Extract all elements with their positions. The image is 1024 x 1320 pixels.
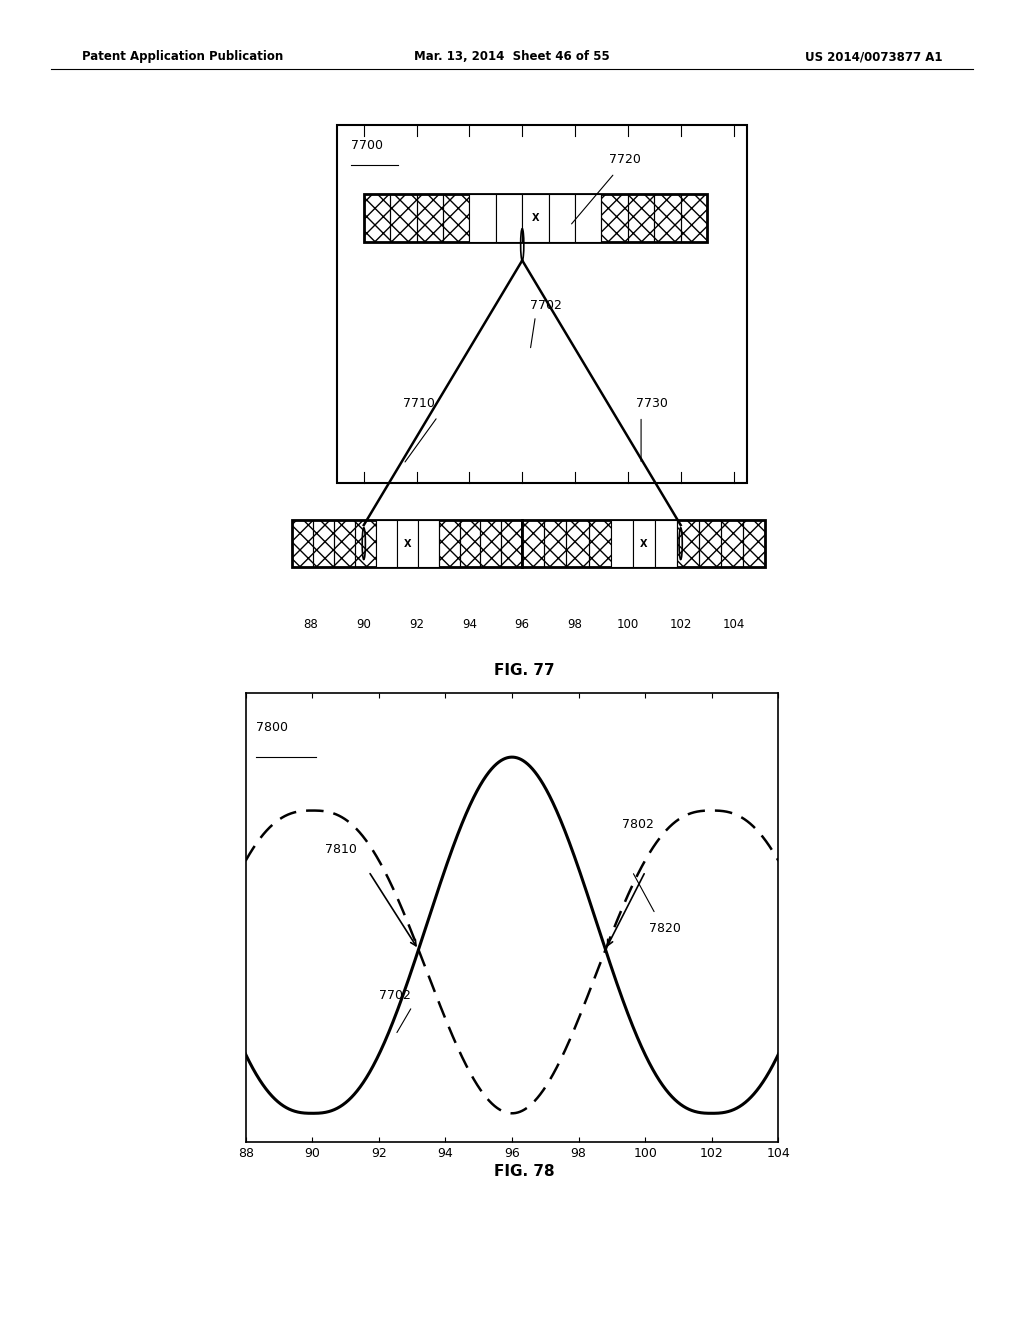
Bar xyxy=(633,520,654,568)
Bar xyxy=(293,520,522,568)
Bar xyxy=(545,520,566,568)
Text: 102: 102 xyxy=(670,618,692,631)
Text: 7710: 7710 xyxy=(403,397,435,409)
Bar xyxy=(364,194,708,242)
Text: 104: 104 xyxy=(722,618,744,631)
Text: FIG. 78: FIG. 78 xyxy=(494,1164,555,1179)
Text: Patent Application Publication: Patent Application Publication xyxy=(82,50,284,63)
Text: X: X xyxy=(403,539,411,549)
Bar xyxy=(743,520,765,568)
Text: 94: 94 xyxy=(462,618,477,631)
Bar xyxy=(654,520,677,568)
Bar xyxy=(681,194,708,242)
Bar xyxy=(589,520,610,568)
Bar xyxy=(496,194,522,242)
Text: 7730: 7730 xyxy=(636,397,668,409)
Text: 96: 96 xyxy=(515,618,529,631)
Bar xyxy=(418,520,438,568)
Bar xyxy=(502,520,522,568)
Text: 7700: 7700 xyxy=(350,139,383,152)
Bar xyxy=(460,520,480,568)
Text: 88: 88 xyxy=(303,618,318,631)
Bar xyxy=(522,194,549,242)
Text: Mar. 13, 2014  Sheet 46 of 55: Mar. 13, 2014 Sheet 46 of 55 xyxy=(414,50,610,63)
Bar xyxy=(480,520,502,568)
Text: 7800: 7800 xyxy=(256,722,288,734)
Bar xyxy=(721,520,743,568)
Text: 100: 100 xyxy=(616,618,639,631)
Text: 7720: 7720 xyxy=(609,153,641,166)
Bar xyxy=(575,194,601,242)
Bar xyxy=(566,520,589,568)
Bar xyxy=(364,194,390,242)
Bar xyxy=(654,194,681,242)
Text: 90: 90 xyxy=(356,618,372,631)
Bar xyxy=(293,520,313,568)
Bar xyxy=(522,520,765,568)
Text: 7702: 7702 xyxy=(530,298,562,312)
Bar xyxy=(376,520,397,568)
Text: US 2014/0073877 A1: US 2014/0073877 A1 xyxy=(805,50,942,63)
Bar xyxy=(677,520,699,568)
Bar xyxy=(397,520,418,568)
Text: 7820: 7820 xyxy=(649,921,681,935)
Bar xyxy=(438,520,460,568)
Text: 7802: 7802 xyxy=(623,818,654,832)
Bar xyxy=(390,194,417,242)
Bar xyxy=(313,520,334,568)
Bar xyxy=(699,520,721,568)
Text: 7702: 7702 xyxy=(379,989,411,1002)
Text: 7810: 7810 xyxy=(326,843,357,857)
Bar xyxy=(549,194,575,242)
Bar xyxy=(337,125,746,483)
Bar xyxy=(469,194,496,242)
Text: X: X xyxy=(640,539,647,549)
Bar xyxy=(334,520,355,568)
Bar xyxy=(443,194,469,242)
Bar xyxy=(601,194,628,242)
Bar xyxy=(522,520,545,568)
Text: FIG. 77: FIG. 77 xyxy=(494,663,555,677)
Bar xyxy=(355,520,376,568)
Text: X: X xyxy=(531,213,540,223)
Bar xyxy=(628,194,654,242)
Text: 98: 98 xyxy=(567,618,583,631)
Text: 92: 92 xyxy=(410,618,424,631)
Bar xyxy=(417,194,443,242)
Bar xyxy=(610,520,633,568)
